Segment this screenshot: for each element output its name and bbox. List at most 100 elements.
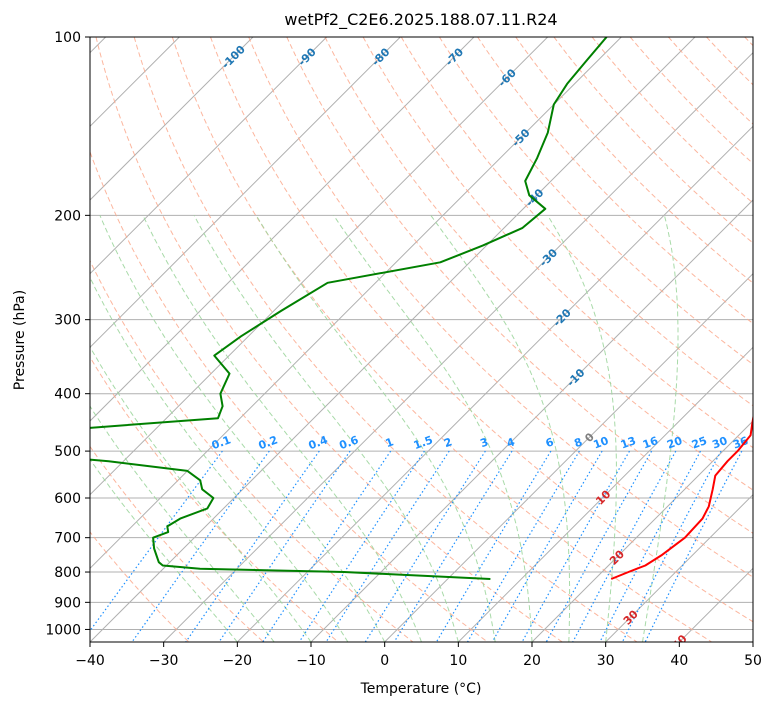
mixing-ratio-label: 36 bbox=[731, 434, 750, 452]
dry-adiabat bbox=[210, 37, 753, 623]
isotherm-line bbox=[90, 37, 475, 422]
isotherm-line bbox=[531, 420, 753, 642]
mixing-ratio-label: 0.1 bbox=[210, 433, 233, 452]
dry-adiabat bbox=[400, 37, 753, 407]
mixing-ratio-label: 20 bbox=[665, 434, 684, 452]
mixing-ratio-label: 8 bbox=[572, 435, 584, 450]
y-tick-label: 300 bbox=[54, 313, 81, 329]
dry-adiabat bbox=[90, 356, 339, 642]
x-tick-label: 20 bbox=[523, 653, 541, 669]
x-tick-label: −40 bbox=[75, 653, 105, 669]
isotherm-line bbox=[90, 37, 622, 570]
moist-adiabat bbox=[547, 215, 617, 642]
mixing-ratio-label: 0.6 bbox=[338, 433, 361, 452]
dry-adiabat bbox=[629, 37, 753, 165]
isotherm-line bbox=[605, 493, 753, 642]
isotherm-line bbox=[236, 125, 753, 642]
dry-adiabat bbox=[553, 37, 753, 244]
mixing-ratio-label: 3 bbox=[478, 435, 490, 450]
isotherm-label: -10 bbox=[564, 366, 587, 389]
isotherm-label: 40 bbox=[670, 632, 690, 652]
y-tick-label: 500 bbox=[54, 444, 81, 460]
dry-adiabat bbox=[248, 37, 753, 578]
mixing-ratio-label: 0.4 bbox=[307, 433, 330, 452]
line-labels: 0.1 0.2 0.4 0.6 1 1.5 2 3 4 6 8 10 13 16 20 25 30 36-100-… bbox=[210, 43, 750, 652]
mixing-ratio-line bbox=[572, 450, 677, 642]
moist-adiabat bbox=[193, 215, 459, 642]
dry-adiabat bbox=[706, 37, 753, 86]
y-tick-label: 700 bbox=[54, 531, 81, 547]
mixing-ratio-line bbox=[545, 450, 653, 642]
moist-adiabat bbox=[142, 215, 422, 642]
background-lines bbox=[90, 37, 753, 642]
dry-adiabat bbox=[90, 531, 190, 642]
isotherm-line bbox=[163, 51, 753, 642]
mixing-ratio-line bbox=[491, 450, 603, 642]
dry-adiabat bbox=[171, 37, 712, 642]
dry-adiabat bbox=[438, 37, 753, 366]
mixing-ratio-line bbox=[599, 450, 702, 642]
moist-adiabat bbox=[255, 215, 496, 642]
mixing-ratio-line bbox=[325, 450, 450, 642]
x-tick-label: 50 bbox=[744, 653, 762, 669]
mixing-ratio-line bbox=[218, 450, 351, 642]
dry-adiabat bbox=[95, 37, 563, 642]
isotherm-label: 30 bbox=[621, 607, 641, 627]
isotherm-label: -70 bbox=[443, 45, 466, 68]
dry-adiabat bbox=[744, 37, 753, 47]
isotherm-line bbox=[90, 37, 401, 349]
mixing-ratio-label: 4 bbox=[505, 435, 517, 450]
y-tick-label: 1000 bbox=[45, 622, 81, 638]
x-tick-label: −30 bbox=[149, 653, 179, 669]
mixing-ratio-label: 13 bbox=[619, 434, 638, 451]
plot-frame bbox=[89, 36, 754, 643]
mixing-ratio-line bbox=[393, 450, 513, 642]
mixing-ratio-line bbox=[466, 450, 580, 642]
mixing-ratio-line bbox=[185, 450, 320, 642]
mixing-ratio-label: 25 bbox=[690, 434, 709, 451]
dewpoint-line bbox=[90, 37, 608, 580]
isotherm-line bbox=[752, 641, 753, 642]
x-axis-label: Temperature (°C) bbox=[360, 681, 482, 697]
mixing-ratio-label: 30 bbox=[710, 434, 729, 452]
mixing-ratio-line bbox=[621, 450, 722, 642]
moist-adiabat bbox=[430, 215, 571, 642]
x-tick-label: 40 bbox=[670, 653, 688, 669]
moist-adiabat bbox=[90, 458, 238, 642]
dry-adiabat bbox=[515, 37, 753, 284]
dry-adiabat bbox=[324, 37, 753, 491]
x-tick-label: 0 bbox=[380, 653, 389, 669]
mixing-ratio-label: 6 bbox=[544, 435, 556, 450]
mixing-ratio-label: 0.2 bbox=[257, 433, 280, 452]
isotherm-line bbox=[90, 37, 696, 642]
x-tick-label: 10 bbox=[449, 653, 467, 669]
mixing-ratio-line bbox=[262, 450, 392, 642]
isotherm-label: -90 bbox=[296, 45, 319, 68]
moist-adiabat bbox=[642, 215, 679, 642]
y-tick-label: 600 bbox=[54, 491, 81, 507]
mixing-ratio-line bbox=[521, 450, 631, 642]
y-tick-label: 400 bbox=[54, 387, 81, 403]
isotherm-label: -30 bbox=[537, 246, 560, 269]
x-tick-label: 30 bbox=[597, 653, 615, 669]
sounding-profiles bbox=[90, 37, 753, 580]
isotherm-line bbox=[384, 272, 753, 642]
y-tick-label: 200 bbox=[54, 208, 81, 224]
mixing-ratio-label: 10 bbox=[592, 434, 611, 452]
isotherm-line bbox=[90, 37, 328, 275]
dry-adiabat bbox=[668, 37, 753, 125]
dry-adiabat bbox=[362, 37, 753, 449]
isotherm-label: -20 bbox=[551, 306, 574, 329]
dry-adiabat bbox=[286, 37, 753, 534]
x-tick-label: −20 bbox=[223, 653, 253, 669]
mixing-ratio-label: 1.5 bbox=[412, 433, 435, 452]
dry-adiabat bbox=[90, 445, 264, 642]
isotherm-line bbox=[90, 37, 254, 201]
isotherm-line bbox=[90, 37, 549, 496]
y-tick-label: 900 bbox=[54, 595, 81, 611]
mixing-ratio-line bbox=[435, 450, 552, 642]
mixing-ratio-label: 16 bbox=[641, 434, 660, 452]
moist-adiabat bbox=[333, 215, 533, 642]
mixing-ratio-line bbox=[364, 450, 486, 642]
